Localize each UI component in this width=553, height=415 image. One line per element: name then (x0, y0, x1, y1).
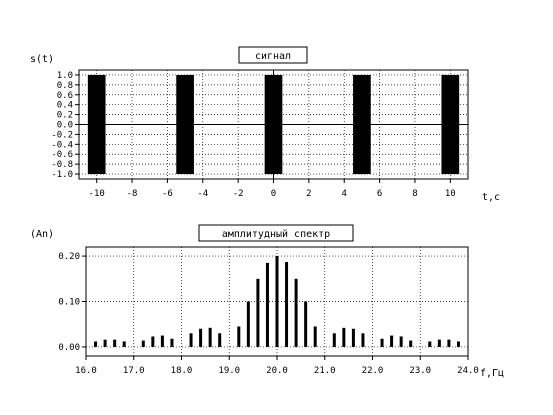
signal-y-tick-label: -0.8 (51, 160, 73, 170)
spectrum-bar (141, 340, 145, 347)
signal-y-tick-label: 0.4 (57, 101, 73, 111)
spectrum-bar (256, 278, 260, 347)
spectrum-grid (85, 247, 469, 356)
signal-title-box (238, 46, 308, 64)
spectrum-bar (447, 339, 451, 347)
signal-x-tick-label: 8 (412, 189, 417, 199)
signal-x-label: t,c (482, 192, 500, 203)
spectrum-bar (342, 327, 346, 347)
spectrum-x-tick-label: 23.0 (409, 366, 431, 376)
signal-pulse (87, 74, 106, 175)
signal-pulses (87, 74, 460, 175)
signal-x-tick-label: 2 (306, 189, 311, 199)
signal-pulse (353, 74, 371, 175)
signal-x-tick-label: 10 (445, 189, 456, 199)
spectrum-bar (275, 256, 279, 347)
spectrum-bar (294, 278, 298, 347)
spectrum-x-tick-label: 24.0 (457, 366, 479, 376)
signal-y-tick-label: 0.2 (57, 111, 73, 121)
signal-pulse (441, 74, 460, 175)
spectrum-bar (409, 340, 413, 347)
spectrum-y-tick-label: 0.00 (58, 343, 80, 353)
spectrum-x-tick-label: 16.0 (75, 366, 97, 376)
spectrum-bar (151, 336, 155, 347)
spectrum-bar (380, 338, 384, 347)
spectrum-x-ticks: 16.0 17.0 18.0 19.0 20.0 21.0 22.0 23.0 24.0 (75, 356, 479, 376)
spectrum-bars (94, 256, 460, 347)
spectrum-bar (456, 341, 460, 347)
signal-chart: -10 -8 -6 -4 -2 0 2 4 6 8 10 1.00.80.60.40.20.0-0.… (30, 46, 500, 203)
signal-y-tick-label: -0.2 (51, 130, 73, 140)
spectrum-y-tick-label: 0.10 (58, 298, 80, 308)
spectrum-y-tick-label: 0.20 (58, 252, 80, 262)
spectrum-bar (94, 341, 98, 347)
signal-y-tick-label: 1.0 (57, 71, 73, 81)
spectrum-bar (246, 301, 250, 347)
spectrum-bar (113, 339, 117, 347)
spectrum-bar (189, 333, 193, 347)
signal-x-tick-label: -8 (127, 189, 138, 199)
spectrum-bar (285, 261, 289, 347)
signal-y-tick-label: 0.8 (57, 81, 73, 91)
spectrum-x-tick-label: 22.0 (362, 366, 384, 376)
signal-pulse (176, 74, 194, 175)
spectrum-bar (351, 328, 355, 347)
spectrum-x-tick-label: 17.0 (123, 366, 145, 376)
signal-x-ticks: -10 -8 -6 -4 -2 0 2 4 6 8 10 (89, 179, 456, 199)
signal-y-tick-label: 0.0 (57, 121, 73, 131)
spectrum-x-tick-label: 20.0 (266, 366, 288, 376)
spectrum-bar (160, 335, 164, 347)
signal-pulse (264, 74, 283, 175)
spectrum-title: амплитудный спектр (222, 228, 330, 240)
spectrum-y-label: (An) (30, 229, 54, 240)
spectrum-bar (218, 333, 222, 347)
signal-y-label: s(t) (30, 54, 54, 65)
spectrum-x-tick-label: 19.0 (218, 366, 240, 376)
signal-y-tick-label: -0.4 (51, 140, 73, 150)
spectrum-bar (361, 333, 365, 347)
spectrum-bar (170, 338, 174, 347)
signal-y-tick-label: 0.6 (57, 91, 73, 101)
signal-y-ticks: 1.00.80.60.40.20.0-0.2-0.4-0.6-0.8-1.0 (51, 71, 79, 180)
signal-x-tick-label: -4 (197, 189, 208, 199)
spectrum-bar (332, 333, 336, 347)
signal-x-tick-label: 4 (342, 189, 347, 199)
spectrum-bar (103, 339, 107, 347)
spectrum-y-ticks: 0.20 0.10 0.00 (58, 252, 86, 353)
spectrum-bar (122, 341, 126, 347)
signal-x-tick-label: -2 (233, 189, 244, 199)
spectrum-bar (199, 328, 203, 347)
spectrum-chart: 16.0 17.0 18.0 19.0 20.0 21.0 22.0 23.0 24.0 0.2… (30, 224, 504, 379)
spectrum-bar (304, 301, 308, 347)
spectrum-bar (390, 335, 394, 347)
signal-x-tick-label: 0 (271, 189, 276, 199)
spectrum-x-label: f,Гц (480, 368, 504, 379)
spectrum-title-box (198, 224, 354, 242)
spectrum-bar (237, 326, 241, 347)
spectrum-bar (399, 336, 403, 347)
signal-x-tick-label: 6 (377, 189, 382, 199)
signal-y-tick-label: -1.0 (51, 170, 73, 180)
spectrum-bar (437, 339, 441, 347)
spectrum-x-tick-label: 21.0 (314, 366, 336, 376)
spectrum-bar (265, 262, 269, 347)
signal-title: сигнал (255, 51, 291, 62)
spectrum-bar (208, 327, 212, 347)
spectrum-bar (428, 341, 432, 347)
spectrum-x-tick-label: 18.0 (171, 366, 193, 376)
spectrum-bar (313, 326, 317, 347)
signal-y-tick-label: -0.6 (51, 150, 73, 160)
signal-x-tick-label: -10 (89, 189, 105, 199)
signal-x-tick-label: -6 (162, 189, 173, 199)
